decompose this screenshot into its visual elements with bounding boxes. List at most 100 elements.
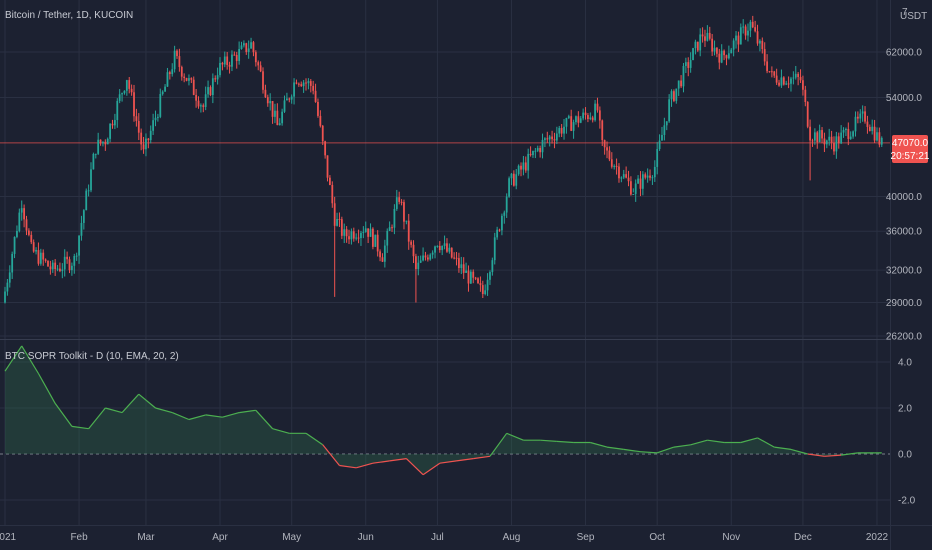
candle-body	[443, 243, 446, 246]
candle-body	[286, 98, 288, 101]
candle-body	[591, 117, 594, 121]
candle-body	[209, 87, 212, 96]
candle-body	[266, 97, 269, 104]
indicator-title[interactable]: BTC SOPR Toolkit - D (10, EMA, 20, 2)	[5, 351, 179, 362]
candle-body	[704, 36, 706, 41]
candle-body	[262, 71, 264, 90]
candle-body	[472, 271, 475, 278]
candle-body	[348, 236, 350, 240]
candle-body	[486, 279, 489, 291]
candle-body	[450, 247, 453, 258]
candle-body	[73, 256, 76, 266]
candle-body	[116, 100, 119, 121]
osc-line-segment	[188, 414, 206, 421]
candle-body	[176, 50, 178, 57]
candle-body	[355, 237, 358, 239]
candle-body	[498, 229, 501, 231]
candle-body	[773, 71, 776, 76]
candle-body	[460, 264, 463, 269]
candle-body	[510, 173, 513, 179]
time-axis[interactable]: 2021 Feb Mar Apr May Jun Jul Aug Sep Oct Nov Dec 202…	[0, 532, 889, 543]
candle-body	[269, 101, 272, 104]
candle-body	[307, 81, 310, 84]
candle-body	[680, 80, 682, 87]
osc-line-segment	[807, 453, 825, 457]
candle-body	[154, 117, 157, 121]
candle-body	[398, 197, 401, 202]
candle-body	[80, 222, 83, 236]
osc-tick-label: 0.0	[898, 450, 912, 461]
candle-body	[331, 184, 334, 204]
candle-body	[202, 105, 205, 107]
candle-body	[665, 121, 668, 126]
time-tick-label: Apr	[212, 532, 228, 543]
candle-body	[295, 82, 298, 84]
candle-body	[770, 71, 773, 73]
candle-body	[185, 77, 188, 81]
time-tick-label: Oct	[649, 532, 665, 543]
candle-body	[594, 103, 596, 121]
osc-line-segment	[439, 460, 457, 464]
candle-body	[589, 117, 592, 120]
candle-body	[620, 177, 623, 179]
candle-body	[809, 126, 811, 141]
candle-body	[544, 138, 546, 140]
candle-body	[560, 128, 563, 134]
candle-body	[749, 21, 752, 31]
osc-line-segment	[757, 437, 775, 448]
candle-body	[85, 190, 88, 211]
candle-body	[156, 116, 159, 118]
symbol-title[interactable]: Bitcoin / Tether, 1D, KUCOIN	[5, 10, 133, 21]
candle-body	[23, 208, 26, 220]
candle-body	[637, 178, 639, 184]
candle-body	[178, 56, 181, 67]
candle-body	[252, 42, 255, 53]
candle-body	[142, 144, 145, 150]
price-axis[interactable]: 62000.0 54000.0 40000.0 36000.0 32000.0 29000…	[886, 48, 923, 343]
candle-body	[501, 215, 503, 231]
candle-body	[496, 229, 499, 238]
oscillator-axis[interactable]: 4.0 2.0 0.0 -2.0	[898, 358, 916, 507]
candle-body	[137, 120, 140, 133]
candle-body	[104, 141, 107, 145]
candle-body	[828, 136, 831, 141]
candle-body	[656, 148, 659, 167]
candle-body	[692, 48, 694, 61]
candle-body	[505, 196, 508, 213]
candle-body	[663, 125, 666, 135]
candle-body	[369, 228, 372, 237]
candle-body	[47, 260, 49, 267]
candle-body	[352, 231, 355, 239]
candle-body	[790, 78, 792, 84]
osc-area	[5, 345, 882, 475]
candle-body	[13, 236, 16, 254]
osc-line-segment	[606, 446, 624, 450]
candle-body	[835, 136, 838, 152]
candle-body	[570, 116, 573, 131]
candle-body	[247, 48, 250, 52]
candle-body	[866, 121, 869, 127]
candle-body	[567, 116, 570, 119]
candle-body	[534, 150, 537, 152]
candle-body	[288, 98, 291, 100]
candle-body	[415, 256, 417, 270]
candle-body	[372, 228, 374, 247]
candle-body	[716, 47, 718, 54]
candle-body	[711, 38, 714, 52]
candle-body	[579, 118, 582, 123]
scale-icon[interactable]: 7	[902, 7, 908, 18]
candle-body	[97, 139, 100, 154]
candle-body	[453, 257, 456, 259]
candle-body	[730, 49, 733, 54]
osc-line-segment	[774, 446, 792, 450]
candle-body	[281, 111, 284, 124]
candle-body	[407, 220, 410, 242]
candle-body	[111, 123, 114, 126]
candle-body	[145, 138, 147, 150]
candle-body	[806, 102, 809, 127]
candle-body	[278, 123, 281, 126]
osc-line-segment	[138, 393, 156, 409]
candle-body	[302, 82, 305, 87]
